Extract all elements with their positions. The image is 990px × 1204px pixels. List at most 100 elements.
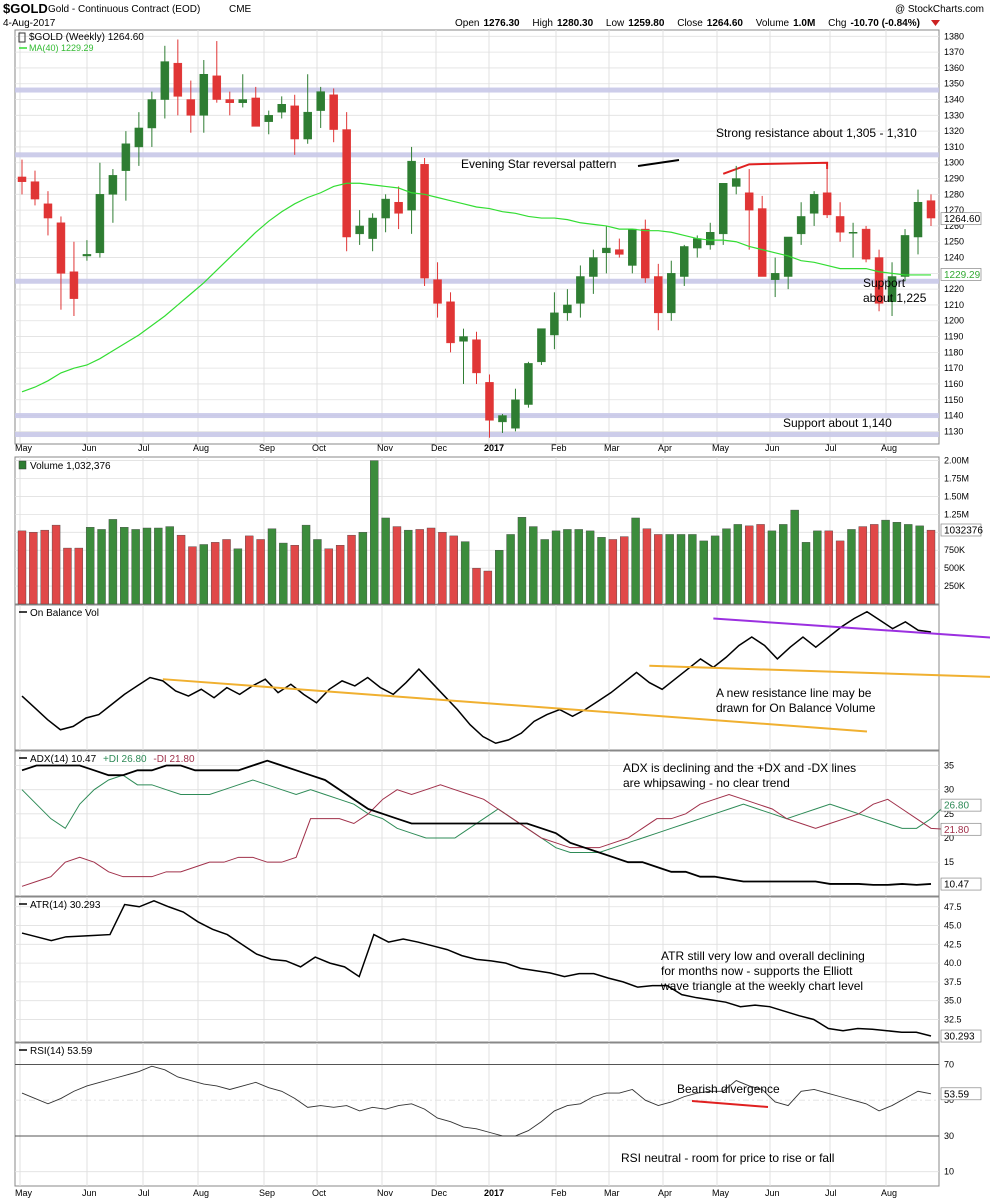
- volume-bar: [108, 519, 118, 605]
- rsi-annotations: Bearish divergence RSI neutral - room fo…: [621, 1082, 834, 1165]
- x-axis-label-feb: Feb: [551, 1188, 567, 1198]
- chart-header: $GOLD Gold - Continuous Contract (EOD) C…: [3, 1, 984, 29]
- candle-body: [511, 399, 520, 429]
- minus-di-line: [21, 784, 946, 887]
- candle-body: [290, 105, 299, 140]
- price-tick-label: 1190: [944, 332, 963, 342]
- adx-tick-label: 35: [944, 761, 954, 771]
- volume-bar: [835, 540, 845, 605]
- candle-body: [641, 228, 650, 279]
- rsi-neutral-annotation: RSI neutral - room for price to rise or …: [621, 1151, 834, 1165]
- instrument-name: Gold - Continuous Contract (EOD): [48, 4, 200, 15]
- volume-bar: [654, 534, 663, 605]
- price-tick-label: 1150: [944, 395, 963, 405]
- obv-trendline: [649, 664, 990, 678]
- candle-body: [874, 257, 884, 304]
- candle-body: [329, 94, 338, 130]
- candle-body: [407, 160, 416, 211]
- candle-body: [251, 97, 260, 127]
- volume-bar: [745, 525, 754, 605]
- volume-bar: [63, 547, 72, 605]
- price-band: [15, 87, 939, 93]
- volume-bar: [256, 539, 265, 605]
- x-axis-label-oct: Oct: [312, 443, 327, 453]
- x-axis-label-mar: Mar: [604, 1188, 620, 1198]
- rsi-tag: 53.59: [944, 1089, 969, 1100]
- obv-annotation: A new resistance line may be drawn for O…: [716, 686, 876, 715]
- candle-body: [913, 201, 923, 238]
- atr-tick-label: 40.0: [944, 958, 962, 968]
- price-tick-label: 1290: [944, 174, 964, 184]
- rsi-legend: RSI(14) 53.59: [19, 1046, 93, 1057]
- adx-panel-frame: [14, 750, 940, 897]
- last-price-tag-box: [940, 212, 982, 226]
- evening-star-annotation: Evening Star reversal pattern: [461, 157, 616, 171]
- volume-bar: [699, 540, 708, 605]
- x-axis-label-jun: Jun: [765, 443, 780, 453]
- atr-annotation: ATR still very low and overall declining…: [660, 949, 865, 993]
- volume-bar: [381, 517, 390, 605]
- chart-date: 4-Aug-2017: [3, 18, 56, 29]
- candle-body: [667, 273, 676, 314]
- volume-bar: [324, 548, 333, 605]
- candle-body: [718, 183, 728, 235]
- volume-tick-label: 750K: [944, 545, 965, 555]
- volume-bar: [779, 524, 788, 605]
- ma-legend-label: MA(40) 1229.29: [29, 43, 94, 53]
- candle-body: [602, 247, 611, 254]
- atr-tick-label: 32.5: [944, 1014, 962, 1024]
- ohlc-readout: Open 1276.30 High 1280.30 Low 1259.80 Close…: [455, 18, 920, 29]
- atr-tick-label: 37.5: [944, 977, 962, 987]
- volume-bar: [313, 539, 322, 605]
- atr-tag-box: [940, 1029, 982, 1043]
- adx-tag: 10.47: [944, 880, 969, 891]
- candle-body: [680, 246, 689, 277]
- candle-body: [550, 312, 559, 336]
- candle-body: [615, 249, 624, 255]
- price-tick-label: 1180: [944, 347, 963, 357]
- candle-body: [887, 276, 897, 303]
- candle-body: [835, 216, 845, 233]
- watermark: @ StockCharts.com: [895, 4, 984, 15]
- candle-body: [654, 276, 663, 314]
- adx-tag-box: [940, 877, 982, 891]
- candle-body: [926, 200, 936, 219]
- volume-bar: [347, 534, 356, 605]
- atr-tick-label: 45.0: [944, 921, 962, 931]
- volume-bar: [551, 530, 561, 605]
- atr-annotation-line3: wave triangle at the weekly chart level: [660, 979, 863, 993]
- x-axis-label-dec: Dec: [431, 443, 448, 453]
- candle-body: [848, 232, 858, 234]
- volume-bar: [392, 526, 402, 605]
- price-tick-label: 1220: [944, 284, 964, 294]
- volume-bar: [631, 517, 640, 605]
- volume-bar: [438, 532, 447, 605]
- adx-legend: ADX(14) 10.47 +DI 26.80 -DI 21.80: [19, 754, 195, 765]
- candle-body: [95, 194, 105, 254]
- price-candles: [17, 39, 936, 438]
- volume-bar: [858, 526, 868, 605]
- price-legend: $GOLD (Weekly) 1264.60 MA(40) 1229.29: [18, 32, 144, 53]
- rsi-tick-label: 50: [944, 1095, 954, 1105]
- plus-di-line: [21, 774, 946, 853]
- candle-body: [861, 228, 871, 260]
- volume-bar: [585, 530, 595, 605]
- candle-body: [809, 194, 819, 214]
- rsi-tick-label: 30: [944, 1131, 954, 1141]
- volume-bar: [869, 524, 879, 605]
- x-axis-label-jun: Jun: [765, 1188, 780, 1198]
- rsi-tick-label: 70: [944, 1059, 954, 1069]
- volume-bar: [540, 539, 549, 605]
- volume-bar: [665, 534, 674, 605]
- price-tick-label: 1200: [944, 316, 964, 326]
- volume-bar: [756, 524, 765, 605]
- price-tick-label: 1330: [944, 110, 964, 120]
- candle-body: [316, 91, 325, 111]
- candle-body: [420, 164, 429, 279]
- volume-bar: [915, 525, 924, 605]
- x-axis-label-jun: Jun: [82, 1188, 97, 1198]
- volume-bar: [74, 547, 84, 605]
- volume-bar: [608, 539, 618, 605]
- candle-body: [796, 216, 806, 235]
- x-axis-label-may: May: [15, 443, 33, 453]
